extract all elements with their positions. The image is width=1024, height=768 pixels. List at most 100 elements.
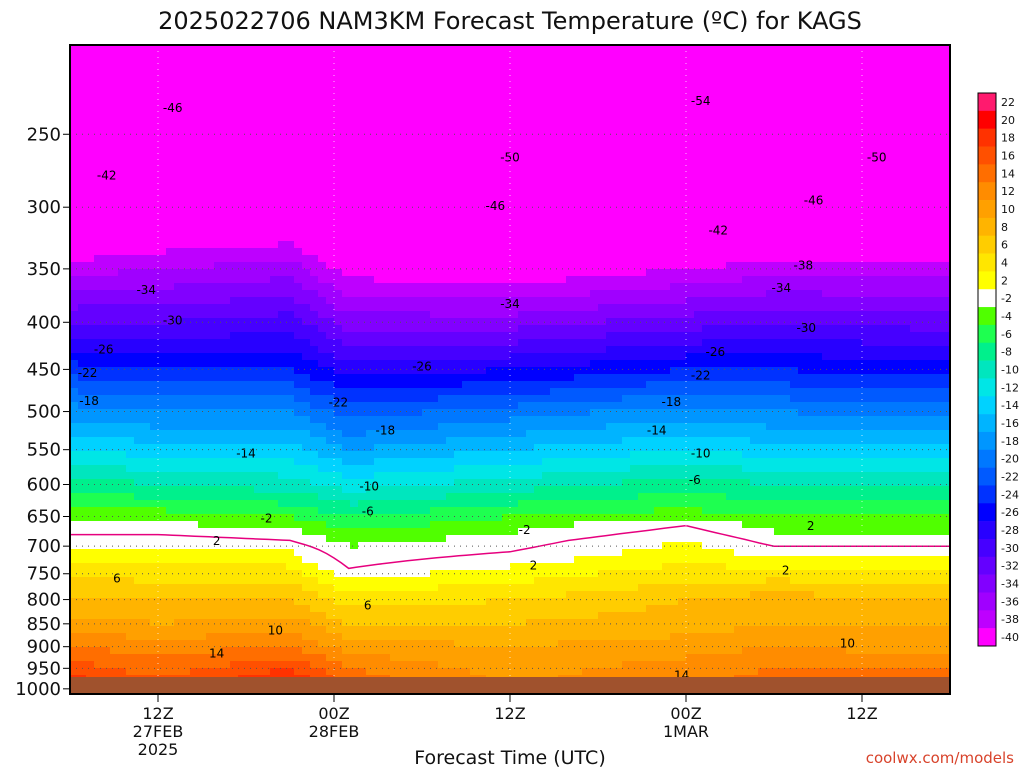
field-cell [326, 542, 335, 550]
field-cell [206, 619, 215, 627]
field-cell [118, 129, 127, 137]
field-cell [374, 227, 383, 235]
field-cell [406, 318, 415, 326]
field-cell [326, 500, 335, 508]
field-cell [214, 157, 223, 165]
field-cell [398, 87, 407, 95]
field-cell [286, 171, 295, 179]
field-cell [86, 514, 95, 522]
field-cell [70, 486, 79, 494]
field-cell [390, 556, 399, 564]
field-cell [390, 101, 399, 109]
field-cell [270, 122, 279, 130]
field-cell [382, 164, 391, 172]
field-cell [406, 73, 415, 81]
field-cell [198, 143, 207, 151]
field-cell [374, 402, 383, 410]
field-cell [238, 157, 247, 165]
field-cell [470, 136, 479, 144]
field-cell [142, 143, 151, 151]
field-cell [422, 234, 431, 242]
field-cell [94, 626, 103, 634]
field-cell [150, 458, 159, 466]
field-cell [398, 598, 407, 606]
field-cell [302, 647, 311, 655]
field-cell [350, 192, 359, 200]
field-cell [398, 395, 407, 403]
field-cell [78, 640, 87, 648]
field-cell [470, 101, 479, 109]
field-cell [462, 444, 471, 452]
field-cell [254, 437, 263, 445]
field-cell [86, 66, 95, 74]
field-cell [270, 402, 279, 410]
field-cell [246, 661, 255, 669]
field-cell [454, 563, 463, 571]
field-cell [446, 304, 455, 312]
field-cell [486, 619, 495, 627]
field-cell [350, 206, 359, 214]
field-cell [454, 423, 463, 431]
field-cell [334, 178, 343, 186]
field-cell [446, 255, 455, 263]
field-cell [150, 584, 159, 592]
field-cell [206, 164, 215, 172]
field-cell [214, 633, 223, 641]
field-cell [78, 255, 87, 263]
field-cell [310, 360, 319, 368]
field-cell [454, 668, 463, 676]
field-cell [94, 556, 103, 564]
field-cell [350, 486, 359, 494]
field-cell [398, 206, 407, 214]
field-cell [326, 304, 335, 312]
field-cell [78, 87, 87, 95]
field-cell [486, 255, 495, 263]
field-cell [342, 206, 351, 214]
field-cell [238, 45, 247, 53]
field-cell [174, 346, 183, 354]
field-cell [262, 52, 271, 60]
field-cell [262, 73, 271, 81]
field-cell [102, 472, 111, 480]
field-cell [382, 136, 391, 144]
field-cell [214, 556, 223, 564]
field-cell [278, 248, 287, 256]
field-cell [190, 388, 199, 396]
field-cell [190, 437, 199, 445]
field-cell [302, 255, 311, 263]
field-cell [214, 367, 223, 375]
field-cell [278, 276, 287, 284]
field-cell [286, 311, 295, 319]
field-cell [182, 661, 191, 669]
field-cell [110, 654, 119, 662]
field-cell [278, 626, 287, 634]
field-cell [494, 276, 503, 284]
field-cell [326, 381, 335, 389]
field-cell [182, 563, 191, 571]
field-cell [142, 80, 151, 88]
field-cell [406, 66, 415, 74]
field-cell [414, 577, 423, 585]
field-cell [374, 528, 383, 536]
field-cell [126, 87, 135, 95]
field-cell [230, 395, 239, 403]
field-cell [102, 143, 111, 151]
field-cell [430, 640, 439, 648]
field-cell [462, 150, 471, 158]
field-cell [382, 472, 391, 480]
field-cell [86, 521, 95, 529]
field-cell [326, 521, 335, 529]
field-cell [326, 332, 335, 340]
field-cell [206, 437, 215, 445]
field-cell [318, 626, 327, 634]
field-cell [470, 367, 479, 375]
field-cell [446, 619, 455, 627]
field-cell [438, 486, 447, 494]
field-cell [470, 605, 479, 613]
field-cell [94, 528, 103, 536]
field-cell [438, 423, 447, 431]
field-cell [254, 52, 263, 60]
field-cell [150, 626, 159, 634]
field-cell [166, 311, 175, 319]
field-cell [222, 339, 231, 347]
